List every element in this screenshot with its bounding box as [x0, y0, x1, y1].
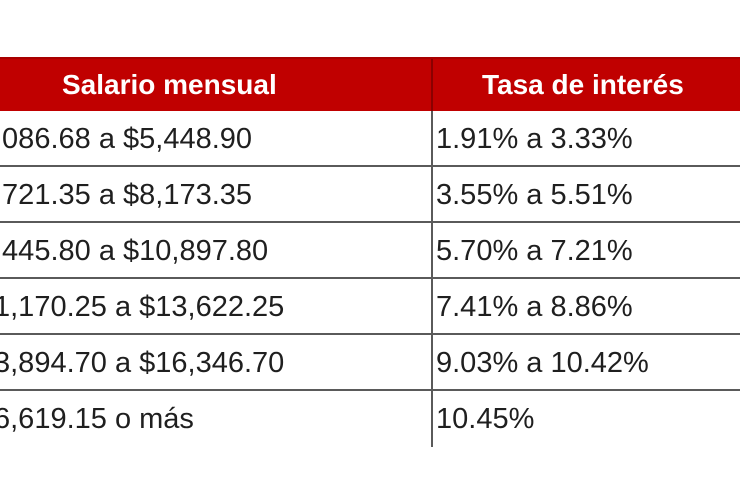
tasa-cell: 1.91% a 3.33% — [436, 123, 633, 155]
table-header: Salario mensual Tasa de interés — [0, 57, 740, 111]
tasa-cell: 9.03% a 10.42% — [436, 347, 649, 379]
header-divider — [431, 59, 433, 111]
salario-cell: 6,619.15 o más — [0, 403, 194, 435]
table-row: ,086.68 a $5,448.90 1.91% a 3.33% — [0, 111, 740, 167]
tasa-cell: 3.55% a 5.51% — [436, 179, 633, 211]
table-row: 3,894.70 a $16,346.70 9.03% a 10.42% — [0, 335, 740, 391]
table-body: ,086.68 a $5,448.90 1.91% a 3.33% ,721.3… — [0, 111, 740, 447]
salario-cell: ,086.68 a $5,448.90 — [0, 123, 253, 155]
header-tasa-de-interes: Tasa de interés — [482, 69, 684, 100]
table-row: ,445.80 a $10,897.80 5.70% a 7.21% — [0, 223, 740, 279]
header-salario-mensual: Salario mensual — [62, 69, 277, 100]
table-row: ,721.35 a $8,173.35 3.55% a 5.51% — [0, 167, 740, 223]
salario-cell: 1,170.25 a $13,622.25 — [0, 291, 285, 323]
salario-cell: ,445.80 a $10,897.80 — [0, 235, 269, 267]
tasa-cell: 7.41% a 8.86% — [436, 291, 633, 323]
tasa-cell: 10.45% — [436, 403, 535, 435]
table-row: 1,170.25 a $13,622.25 7.41% a 8.86% — [0, 279, 740, 335]
salario-cell: 3,894.70 a $16,346.70 — [0, 347, 285, 379]
table-row: 6,619.15 o más 10.45% — [0, 391, 740, 447]
tasa-cell: 5.70% a 7.21% — [436, 235, 633, 267]
salario-cell: ,721.35 a $8,173.35 — [0, 179, 253, 211]
column-divider — [431, 111, 433, 447]
